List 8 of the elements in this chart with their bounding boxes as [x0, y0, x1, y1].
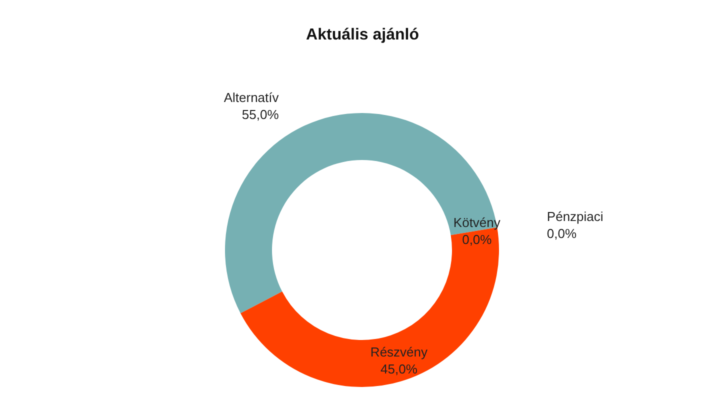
chart-title: Aktuális ajánló: [306, 26, 420, 44]
category-label: Pénzpiaci: [546, 208, 604, 224]
data-label: 55,0%: [242, 106, 280, 122]
slice-label: Alternatív: [224, 90, 280, 105]
slice-label: Részvény: [370, 344, 428, 360]
data-label: 45,0%: [380, 361, 418, 376]
text: 0,0%: [462, 232, 492, 247]
text: 0,0%: [546, 226, 577, 241]
